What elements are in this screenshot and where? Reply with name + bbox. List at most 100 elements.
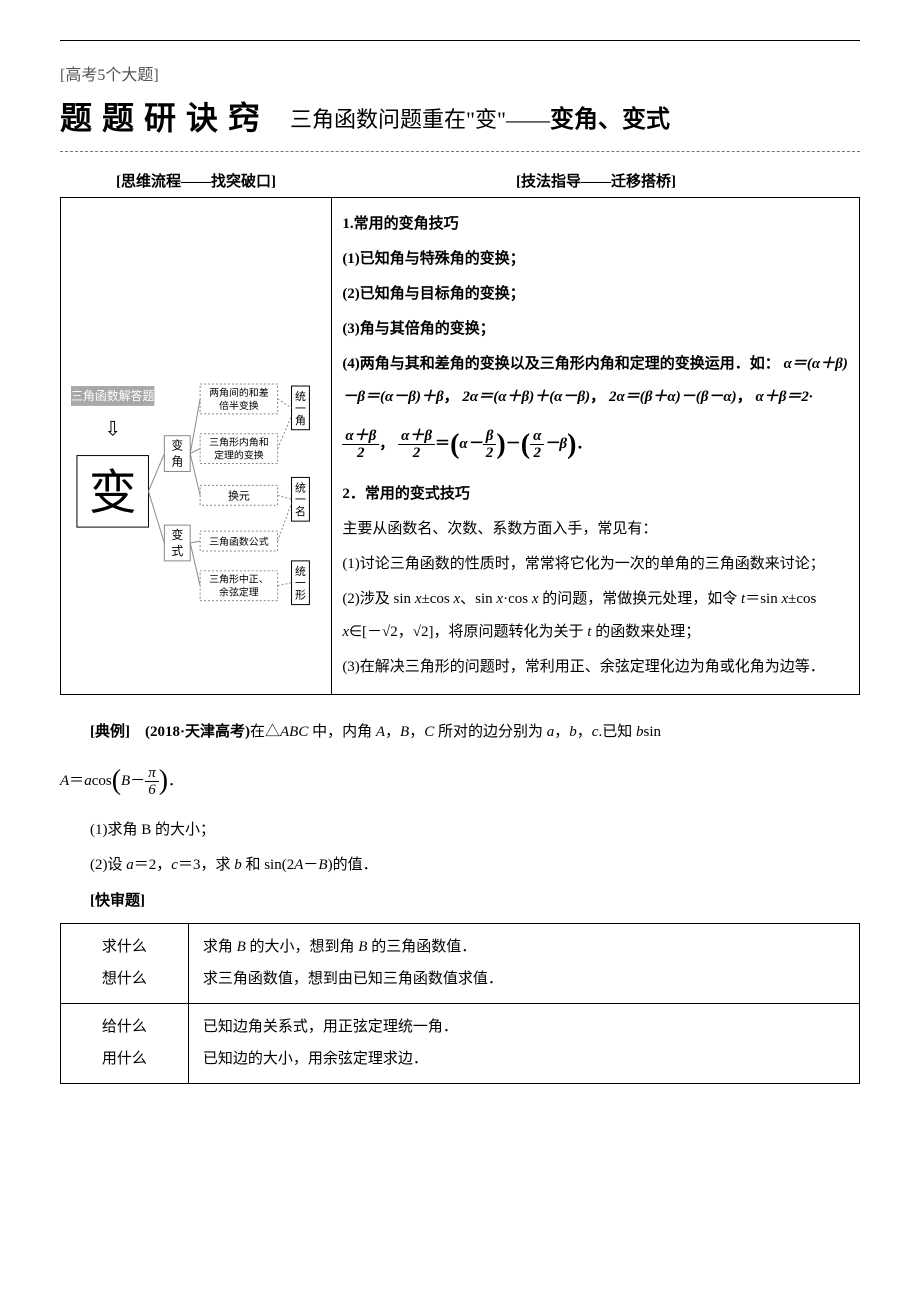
header-badge: [高考5个大题]: [60, 61, 860, 85]
example-stem: [典例] (2018·天津高考)在△ABC 中，内角 A，B，C 所对的边分别为…: [60, 717, 860, 749]
A: A: [376, 724, 385, 740]
qa-r2-right: 已知边角关系式，用正弦定理统一角． 已知边的大小，用余弦定理求边．: [188, 1004, 859, 1084]
example-tag: [典例] (2018·天津高考): [90, 724, 250, 740]
left-col-header: [思维流程——找突破口]: [60, 164, 332, 197]
t2-2f: ＝sin: [745, 591, 781, 607]
sh: .已知: [598, 724, 636, 740]
eq3: 2α＝(β＋α)－(β－α): [609, 389, 737, 405]
diagram-panel: 三角函数解答题 ⇩ 变 变 角 变 式 两角间的和差 倍半变换 三角形内角和 定…: [61, 198, 332, 694]
t2-2: (2)涉及 sin x±cos x、sin x·cos x 的问题，常做换元处理…: [342, 583, 849, 649]
dl3: [278, 495, 292, 499]
page-top-rule: [60, 40, 860, 41]
sa: 在△: [250, 724, 280, 740]
title-sub: 三角函数问题重在"变"——变角、变式: [290, 99, 670, 134]
t2-2e: 的问题，常做换元处理，如令: [539, 591, 742, 607]
tag3c: 形: [295, 589, 306, 602]
dl5: [278, 583, 292, 586]
l-b1-i2: [190, 449, 200, 454]
branch1-l1: 变: [171, 439, 183, 453]
frac2: α＋β2: [398, 428, 435, 462]
tag3a: 统: [295, 565, 306, 578]
sc: ，: [385, 724, 400, 740]
b2-item1: 三角函数公式: [209, 535, 269, 548]
a3: a: [126, 857, 134, 873]
r1lb: 想什么: [102, 971, 147, 987]
branch2-l2: 式: [171, 544, 183, 558]
r1rb: 求三角函数值，想到由已知三角函数值求值．: [203, 971, 503, 987]
fast-label: [快审题]: [60, 886, 860, 918]
t1-title: 1.常用的变角技巧: [342, 208, 849, 241]
l-b1-i3: [190, 454, 200, 496]
t1-4-lead: (4)两角与其和差角的变换以及三角形内角和定理的变换运用．如：: [342, 356, 780, 372]
q2c: ＝3，求: [178, 857, 234, 873]
rpB: ): [159, 765, 168, 796]
sf: ，: [554, 724, 569, 740]
t2-2g: ±cos: [788, 591, 816, 607]
c3: c: [171, 857, 178, 873]
dl4: [278, 503, 292, 541]
x6: x: [342, 624, 349, 640]
r1la: 求什么: [102, 939, 147, 955]
right-col-header: [技法指导——迁移搭桥]: [332, 164, 860, 197]
a2: a: [84, 773, 92, 789]
two-column-body: 三角函数解答题 ⇩ 变 变 角 变 式 两角间的和差 倍半变换 三角形内角和 定…: [60, 197, 860, 695]
tag1a: 统: [295, 390, 306, 403]
tag2b: 一: [295, 494, 306, 506]
B2: B: [121, 773, 130, 789]
A3: A: [294, 857, 303, 873]
frac4: α2: [530, 428, 544, 462]
qa-r1-left: 求什么想什么: [61, 924, 189, 1004]
r2ra: 已知边角关系式，用正弦定理统一角．: [203, 1019, 458, 1035]
dl2: [278, 416, 292, 449]
t2-title: 2．常用的变式技巧: [342, 478, 849, 511]
branch1-l2: 角: [171, 455, 183, 469]
B3: B: [318, 857, 327, 873]
t1-2: (2)已知角与目标角的变换；: [342, 278, 849, 311]
qa-row-1: 求什么想什么 求角 B 的大小，想到角 B 的三角函数值． 求三角函数值，想到由已…: [61, 924, 860, 1004]
tag1b: 一: [295, 403, 306, 415]
tips-panel: 1.常用的变角技巧 (1)已知角与特殊角的变换； (2)已知角与目标角的变换； …: [332, 198, 859, 694]
t2-2d: ·cos: [503, 591, 532, 607]
lp2: (: [521, 429, 530, 460]
q2f: )的值．: [328, 857, 378, 873]
diagram-root-label: 三角函数解答题: [71, 389, 154, 403]
r2rb: 已知边的大小，用余弦定理求边．: [203, 1051, 428, 1067]
column-headers: [思维流程——找突破口] [技法指导——迁移搭桥]: [60, 164, 860, 197]
q2: (2)设 a＝2，c＝3，求 b 和 sin(2A－B)的值．: [60, 850, 860, 882]
r2lb: 用什么: [102, 1051, 147, 1067]
l-b2-i2: [190, 543, 200, 586]
l-b2-i1: [190, 541, 200, 543]
link-root-b1: [148, 454, 164, 492]
b1-item1b: 倍半变换: [219, 399, 259, 412]
link-root-b2: [148, 491, 164, 543]
b: b: [569, 724, 577, 740]
eq4: α＋β＝2·: [755, 389, 812, 405]
b1-item3: 换元: [228, 488, 250, 502]
qa-r2-left: 给什么用什么: [61, 1004, 189, 1084]
tag1c: 角: [295, 414, 306, 427]
t2-1: (1)讨论三角函数的性质时，常常将它化为一次的单角的三角函数来讨论；: [342, 548, 849, 581]
ABC: ABC: [280, 724, 308, 740]
fracpi6: π6: [145, 765, 159, 799]
l-b1-i1: [190, 399, 200, 454]
x4: x: [532, 591, 539, 607]
b1-item1a: 两角间的和差: [209, 386, 269, 399]
C: C: [424, 724, 434, 740]
r2la: 给什么: [102, 1019, 147, 1035]
frac1: α＋β2: [342, 428, 379, 462]
q2d: 和 sin(2: [242, 857, 295, 873]
b1-item2b: 定理的变换: [214, 449, 264, 462]
eq2: 2α＝(α＋β)＋(α－β): [462, 389, 590, 405]
branch2-l1: 变: [171, 528, 183, 542]
t1-4: (4)两角与其和差角的变换以及三角形内角和定理的变换运用．如： α＝(α＋β)－…: [342, 348, 849, 476]
example-block: [典例] (2018·天津高考)在△ABC 中，内角 A，B，C 所对的边分别为…: [60, 717, 860, 1085]
q2e: －: [303, 857, 318, 873]
t1-3: (3)角与其倍角的变换；: [342, 313, 849, 346]
dl1: [278, 399, 292, 408]
lp1: (: [450, 429, 459, 460]
b2-item2a: 三角形中正、: [209, 573, 269, 586]
t2-2i: 的函数来处理；: [591, 624, 700, 640]
r1ra: 求角 B 的大小，想到角 B 的三角函数值．: [203, 939, 476, 955]
sg: ，: [577, 724, 592, 740]
rp1: ): [496, 429, 505, 460]
